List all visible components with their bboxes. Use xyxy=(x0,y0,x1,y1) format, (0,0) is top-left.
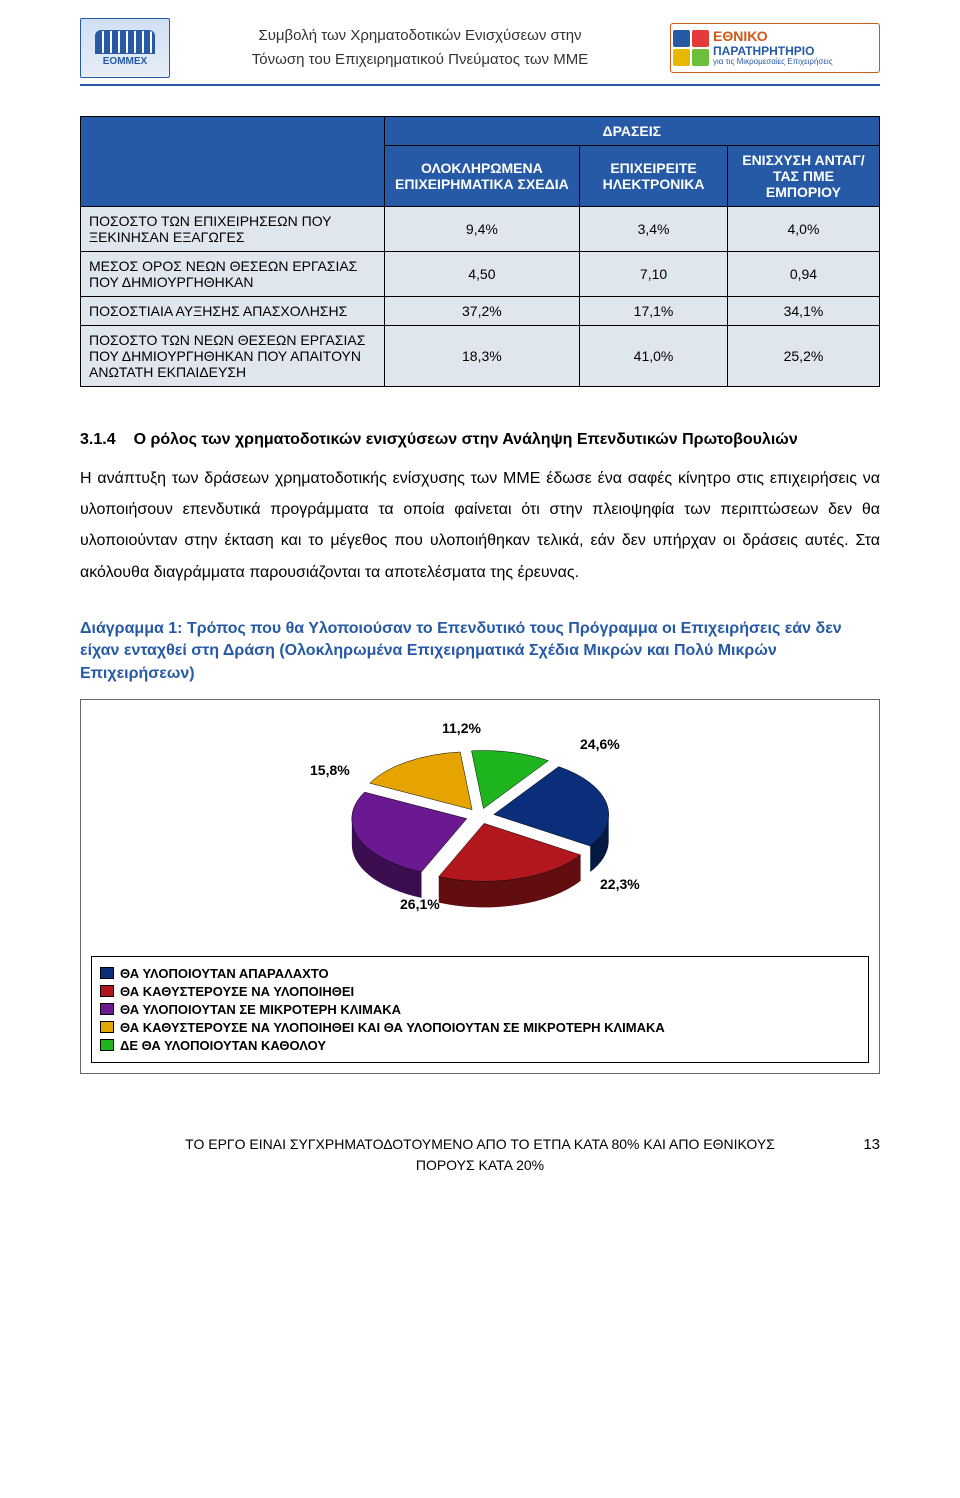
table-cell: 4,0% xyxy=(727,207,879,252)
draseis-table: ΔΡΑΣΕΙΣ ΟΛΟΚΛΗΡΩΜΕΝΑ ΕΠΙΧΕΙΡΗΜΑΤΙΚΑ ΣΧΕΔ… xyxy=(80,116,880,387)
eommex-logo: EOMMEX xyxy=(80,18,170,78)
table-cell: 7,10 xyxy=(580,252,728,297)
legend-label: ΔΕ ΘΑ ΥΛΟΠΟΙΟΥΤΑΝ ΚΑΘΟΛΟΥ xyxy=(120,1038,326,1053)
right-logo-t1: ΕΘΝΙΚΟ xyxy=(713,29,833,44)
legend-swatch xyxy=(100,985,114,997)
table-col-header: ΟΛΟΚΛΗΡΩΜΕΝΑ ΕΠΙΧΕΙΡΗΜΑΤΙΚΑ ΣΧΕΔΙΑ xyxy=(384,146,580,207)
legend-item: ΘΑ ΥΛΟΠΟΙΟΥΤΑΝ ΣΕ ΜΙΚΡΟΤΕΡΗ ΚΛΙΜΑΚΑ xyxy=(100,1002,860,1017)
table-corner xyxy=(81,117,385,207)
pie-svg xyxy=(220,716,740,946)
legend-label: ΘΑ ΥΛΟΠΟΙΟΥΤΑΝ ΑΠΑΡΑΛΑΧΤΟ xyxy=(120,966,329,981)
header: EOMMEX Συμβολή των Χρηματοδοτικών Ενισχύ… xyxy=(80,18,880,78)
section-title: Ο ρόλος των χρηματοδοτικών ενισχύσεων στ… xyxy=(134,431,880,449)
legend-label: ΘΑ ΚΑΘΥΣΤΕΡΟΥΣΕ ΝΑ ΥΛΟΠΟΙΗΘΕΙ ΚΑΙ ΘΑ ΥΛΟ… xyxy=(120,1020,665,1035)
pie-slice-label: 15,8% xyxy=(310,762,350,778)
legend-swatch xyxy=(100,1003,114,1015)
table-cell: 41,0% xyxy=(580,326,728,387)
table-row-label: ΠΟΣΟΣΤΟ ΤΩΝ ΕΠΙΧΕΙΡΗΣΕΩΝ ΠΟΥ ΞΕΚΙΝΗΣΑΝ Ε… xyxy=(81,207,385,252)
legend-swatch xyxy=(100,967,114,979)
table-super-header: ΔΡΑΣΕΙΣ xyxy=(384,117,879,146)
table-cell: 34,1% xyxy=(727,297,879,326)
legend-swatch xyxy=(100,1039,114,1051)
table-col-header: ΕΠΙΧΕΙΡΕΙΤΕ ΗΛΕΚΤΡΟΝΙΚΑ xyxy=(580,146,728,207)
table-row: ΠΟΣΟΣΤΟ ΤΩΝ ΕΠΙΧΕΙΡΗΣΕΩΝ ΠΟΥ ΞΕΚΙΝΗΣΑΝ Ε… xyxy=(81,207,880,252)
table-cell: 9,4% xyxy=(384,207,580,252)
right-logo-t3: για τις Μικρομεσαίες Επιχειρήσεις xyxy=(713,58,833,67)
legend-label: ΘΑ ΚΑΘΥΣΤΕΡΟΥΣΕ ΝΑ ΥΛΟΠΟΙΗΘΕΙ xyxy=(120,984,354,999)
section-heading: 3.1.4 Ο ρόλος των χρηματοδοτικών ενισχύσ… xyxy=(80,431,880,449)
legend-swatch xyxy=(100,1021,114,1033)
legend-item: ΔΕ ΘΑ ΥΛΟΠΟΙΟΥΤΑΝ ΚΑΘΟΛΟΥ xyxy=(100,1038,860,1053)
header-title: Συμβολή των Χρηματοδοτικών Ενισχύσεων στ… xyxy=(182,24,658,72)
section-number: 3.1.4 xyxy=(80,431,116,449)
table-row-label: ΠΟΣΟΣΤΟ ΤΩΝ ΝΕΩΝ ΘΕΣΕΩΝ ΕΡΓΑΣΙΑΣ ΠΟΥ ΔΗΜ… xyxy=(81,326,385,387)
right-logo-t2: ΠΑΡΑΤΗΡΗΤΗΡΙΟ xyxy=(713,45,833,58)
footer: 13 ΤΟ ΕΡΓΟ ΕΙΝΑΙ ΣΥΓΧΡΗΜΑΤΟΔΟΤΟΥΜΕΝΟ ΑΠΟ… xyxy=(80,1134,880,1176)
table-cell: 37,2% xyxy=(384,297,580,326)
legend-label: ΘΑ ΥΛΟΠΟΙΟΥΤΑΝ ΣΕ ΜΙΚΡΟΤΕΡΗ ΚΛΙΜΑΚΑ xyxy=(120,1002,401,1017)
table-row-label: ΠΟΣΟΣΤΙΑΙΑ ΑΥΞΗΣΗΣ ΑΠΑΣΧΟΛΗΣΗΣ xyxy=(81,297,385,326)
table-cell: 18,3% xyxy=(384,326,580,387)
table-cell: 0,94 xyxy=(727,252,879,297)
pie-slice-label: 26,1% xyxy=(400,896,440,912)
table-row-label: ΜΕΣΟΣ ΟΡΟΣ ΝΕΩΝ ΘΕΣΕΩΝ ΕΡΓΑΣΙΑΣ ΠΟΥ ΔΗΜΙ… xyxy=(81,252,385,297)
pie-slice-label: 24,6% xyxy=(580,736,620,752)
table-cell: 25,2% xyxy=(727,326,879,387)
header-line2: Τόνωση του Επιχειρηματικού Πνεύματος των… xyxy=(182,48,658,72)
footer-line1: ΤΟ ΕΡΓΟ ΕΙΝΑΙ ΣΥΓΧΡΗΜΑΤΟΔΟΤΟΥΜΕΝΟ ΑΠΟ ΤΟ… xyxy=(80,1134,880,1155)
pie-legend: ΘΑ ΥΛΟΠΟΙΟΥΤΑΝ ΑΠΑΡΑΛΑΧΤΟ ΘΑ ΚΑΘΥΣΤΕΡΟΥΣΕ… xyxy=(91,956,869,1063)
legend-item: ΘΑ ΚΑΘΥΣΤΕΡΟΥΣΕ ΝΑ ΥΛΟΠΟΙΗΘΕΙ xyxy=(100,984,860,999)
header-rule xyxy=(80,84,880,86)
chart-container: 24,6% 22,3% 26,1% 15,8% 11,2% ΘΑ ΥΛΟΠΟΙΟΥΤΑΝ… xyxy=(80,699,880,1074)
table-cell: 17,1% xyxy=(580,297,728,326)
pie-slice-label: 11,2% xyxy=(442,720,481,736)
paragraph: Η ανάπτυξη των δράσεων χρηματοδοτικής εν… xyxy=(80,463,880,588)
eommex-label: EOMMEX xyxy=(103,56,147,67)
table-col-header: ΕΝΙΣΧΥΣΗ ΑΝΤΑΓ/ΤΑΣ ΠΜΕ ΕΜΠΟΡΙΟΥ xyxy=(727,146,879,207)
footer-line2: ΠΟΡΟΥΣ ΚΑΤΑ 20% xyxy=(80,1155,880,1176)
table-row: ΜΕΣΟΣ ΟΡΟΣ ΝΕΩΝ ΘΕΣΕΩΝ ΕΡΓΑΣΙΑΣ ΠΟΥ ΔΗΜΙ… xyxy=(81,252,880,297)
pie-chart: 24,6% 22,3% 26,1% 15,8% 11,2% xyxy=(220,716,740,946)
table-cell: 4,50 xyxy=(384,252,580,297)
table-row: ΠΟΣΟΣΤΙΑΙΑ ΑΥΞΗΣΗΣ ΑΠΑΣΧΟΛΗΣΗΣ37,2%17,1%… xyxy=(81,297,880,326)
pie-slice-label: 22,3% xyxy=(600,876,640,892)
legend-item: ΘΑ ΚΑΘΥΣΤΕΡΟΥΣΕ ΝΑ ΥΛΟΠΟΙΗΘΕΙ ΚΑΙ ΘΑ ΥΛΟ… xyxy=(100,1020,860,1035)
legend-item: ΘΑ ΥΛΟΠΟΙΟΥΤΑΝ ΑΠΑΡΑΛΑΧΤΟ xyxy=(100,966,860,981)
table-row: ΠΟΣΟΣΤΟ ΤΩΝ ΝΕΩΝ ΘΕΣΕΩΝ ΕΡΓΑΣΙΑΣ ΠΟΥ ΔΗΜ… xyxy=(81,326,880,387)
table-cell: 3,4% xyxy=(580,207,728,252)
paratiritirio-logo: ΕΘΝΙΚΟ ΠΑΡΑΤΗΡΗΤΗΡΙΟ για τις Μικρομεσαίε… xyxy=(670,23,880,73)
diagram-title: Διάγραμμα 1: Τρόπος που θα Υλοποιούσαν τ… xyxy=(80,618,880,685)
page-number: 13 xyxy=(863,1134,880,1157)
header-line1: Συμβολή των Χρηματοδοτικών Ενισχύσεων στ… xyxy=(182,24,658,48)
